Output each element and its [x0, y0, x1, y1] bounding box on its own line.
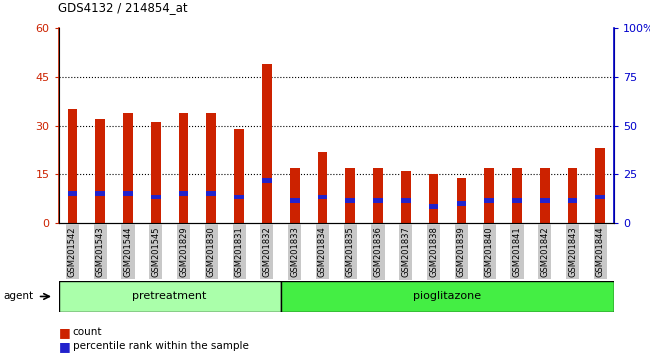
Bar: [96, 119, 105, 223]
Bar: [345, 168, 355, 223]
Bar: [179, 192, 188, 196]
Text: GSM201832: GSM201832: [263, 227, 272, 277]
Bar: [151, 122, 161, 223]
Bar: [540, 168, 550, 223]
Text: ■: ■: [58, 326, 70, 338]
Text: count: count: [73, 327, 102, 337]
Bar: [567, 168, 577, 223]
Text: GSM201840: GSM201840: [485, 227, 494, 277]
Text: GSM201830: GSM201830: [207, 227, 216, 277]
Bar: [484, 198, 494, 203]
Bar: [567, 198, 577, 203]
Text: pretreatment: pretreatment: [133, 291, 207, 302]
Bar: [318, 152, 328, 223]
Bar: [595, 195, 605, 200]
Bar: [151, 195, 161, 200]
Text: agent: agent: [3, 291, 33, 302]
Bar: [290, 198, 300, 203]
Bar: [123, 192, 133, 196]
Bar: [401, 198, 411, 203]
Text: GSM201838: GSM201838: [429, 227, 438, 278]
Text: GSM201841: GSM201841: [512, 227, 521, 277]
Text: GSM201544: GSM201544: [124, 227, 133, 277]
Bar: [429, 204, 439, 209]
Bar: [234, 129, 244, 223]
Text: GSM201842: GSM201842: [540, 227, 549, 277]
Bar: [318, 195, 328, 200]
Text: GSM201844: GSM201844: [596, 227, 605, 277]
Bar: [96, 192, 105, 196]
Bar: [179, 113, 188, 223]
Bar: [207, 192, 216, 196]
Bar: [281, 281, 614, 312]
Bar: [58, 281, 281, 312]
Text: GSM201829: GSM201829: [179, 227, 188, 277]
Bar: [68, 109, 77, 223]
Bar: [262, 178, 272, 183]
Text: GDS4132 / 214854_at: GDS4132 / 214854_at: [58, 1, 188, 14]
Text: GSM201837: GSM201837: [401, 227, 410, 278]
Bar: [512, 198, 522, 203]
Bar: [207, 113, 216, 223]
Bar: [512, 168, 522, 223]
Text: GSM201543: GSM201543: [96, 227, 105, 277]
Bar: [345, 198, 355, 203]
Bar: [234, 195, 244, 200]
Bar: [484, 168, 494, 223]
Text: pioglitazone: pioglitazone: [413, 291, 482, 302]
Bar: [429, 175, 439, 223]
Text: GSM201843: GSM201843: [568, 227, 577, 277]
Text: GSM201833: GSM201833: [290, 227, 299, 278]
Bar: [373, 168, 383, 223]
Bar: [401, 171, 411, 223]
Text: GSM201542: GSM201542: [68, 227, 77, 277]
Text: GSM201839: GSM201839: [457, 227, 466, 277]
Text: GSM201835: GSM201835: [346, 227, 355, 277]
Text: ■: ■: [58, 340, 70, 353]
Text: percentile rank within the sample: percentile rank within the sample: [73, 341, 249, 351]
Text: GSM201834: GSM201834: [318, 227, 327, 277]
Bar: [373, 198, 383, 203]
Bar: [456, 178, 466, 223]
Bar: [290, 168, 300, 223]
Text: GSM201545: GSM201545: [151, 227, 161, 277]
Text: GSM201831: GSM201831: [235, 227, 244, 277]
Bar: [262, 64, 272, 223]
Bar: [595, 148, 605, 223]
Bar: [123, 113, 133, 223]
Bar: [456, 201, 466, 206]
Bar: [540, 198, 550, 203]
Bar: [68, 192, 77, 196]
Text: GSM201836: GSM201836: [374, 227, 383, 278]
